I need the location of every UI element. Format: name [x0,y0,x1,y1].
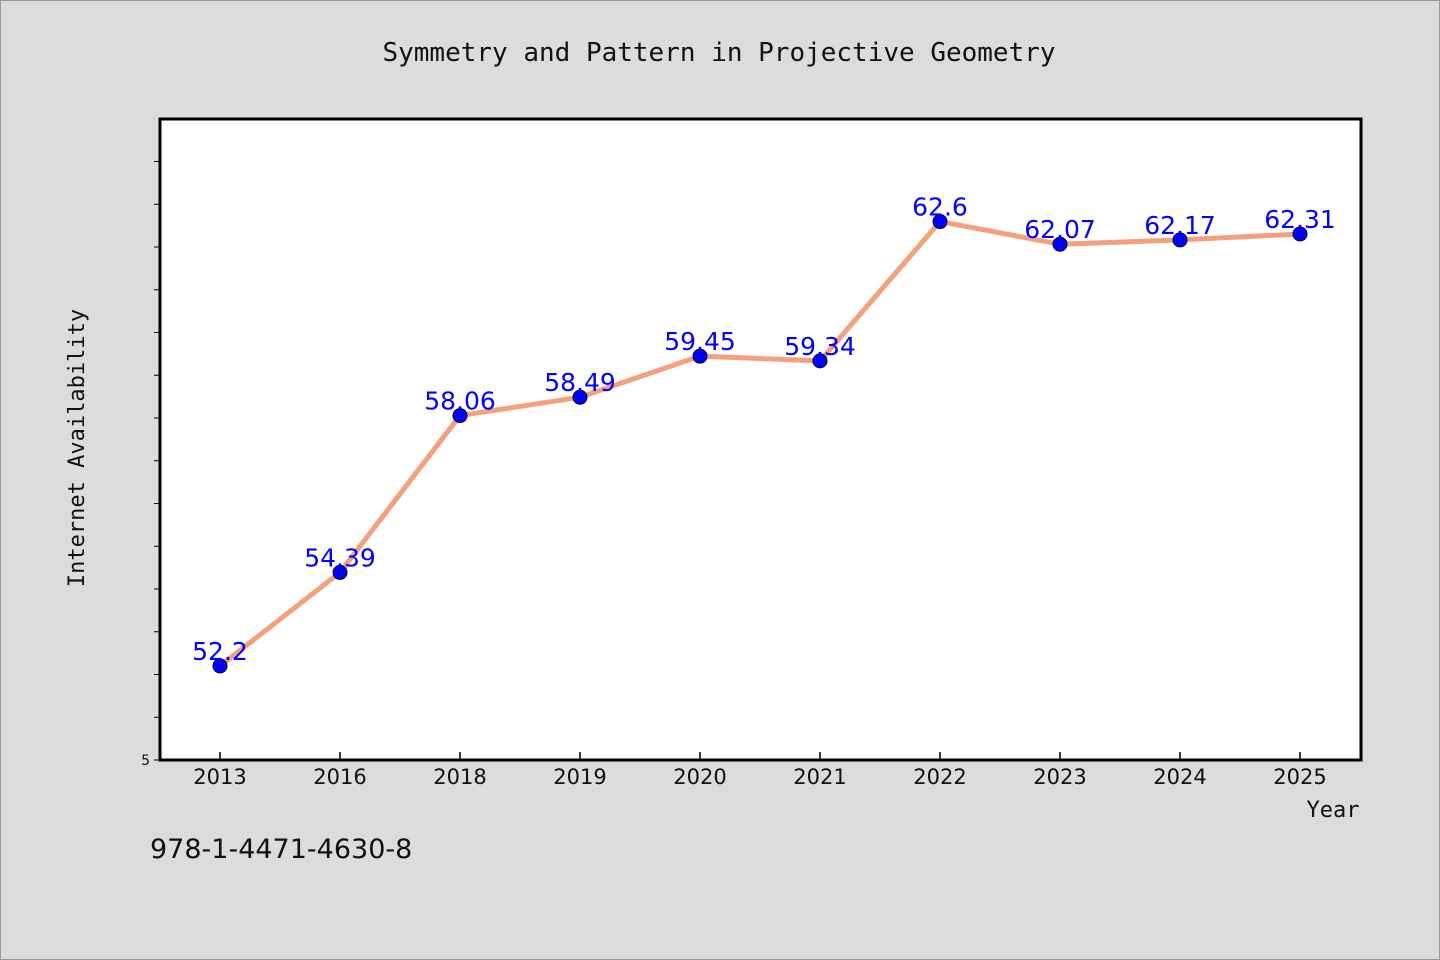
data-label: 62.07 [1024,215,1096,244]
x-axis-label: Year [1307,798,1360,823]
data-labels: 52.2 54.39 58.06 58.49 59.45 59.34 62.6 62.07 62… [192,193,1336,666]
data-label: 62.31 [1264,205,1336,234]
x-tick-label: 2025 [1273,765,1326,789]
data-point [452,408,468,424]
data-point [1292,226,1308,242]
data-point [812,353,828,369]
data-point [572,389,588,405]
data-point [212,658,228,674]
x-tick-label: 2013 [193,765,246,789]
x-axis-ticks: 2013 2016 2018 2019 2020 2021 2022 2023 2024 2025 [193,752,1327,789]
chart-title: Symmetry and Pattern in Projective Geome… [382,38,1055,68]
isbn-text: 978-1-4471-4630-8 [150,834,413,865]
x-tick-label: 2018 [433,765,486,789]
data-point [1172,232,1188,248]
x-tick-label: 2020 [673,765,726,789]
data-point [332,564,348,580]
data-label: 54.39 [304,543,376,572]
data-point [692,348,708,364]
data-point [1052,236,1068,252]
data-label: 62.17 [1144,211,1216,240]
series-markers [212,214,1308,674]
data-label: 58.49 [544,368,616,397]
plot-area [158,117,1363,762]
y-axis-label: Internet Availability [65,309,90,587]
x-tick-label: 2021 [793,765,846,789]
data-label: 52.2 [192,637,248,666]
x-tick-label: 2023 [1033,765,1086,789]
x-tick-label: 2024 [1153,765,1206,789]
x-tick-label: 2022 [913,765,966,789]
data-label: 59.45 [664,327,736,356]
y-tick-label: 5 [141,753,150,769]
data-point [932,214,948,230]
x-tick-label: 2016 [313,765,366,789]
y-axis-ticks: 5 [141,161,160,769]
data-label: 58.06 [424,387,496,416]
data-label: 59.34 [784,332,856,361]
series-line [218,219,1301,668]
x-tick-label: 2019 [553,765,606,789]
data-label: 62.6 [912,193,968,222]
